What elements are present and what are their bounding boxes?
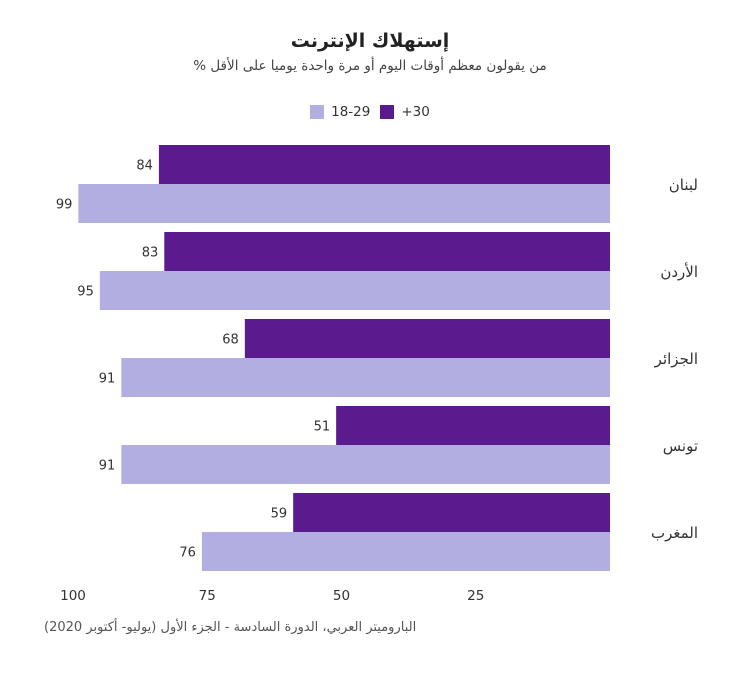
data-label-young-0: 99 — [56, 198, 73, 213]
data-label-young-2: 91 — [99, 372, 116, 387]
bar-older-0 — [158, 145, 611, 184]
source-note: الباروميتر العربي، الدورة السادسة - الجز… — [44, 620, 417, 635]
bar-older-1 — [164, 232, 611, 271]
data-label-young-3: 91 — [99, 459, 116, 474]
chart-subtitle: من يقولون معظم أوقات اليوم أو مرة واحدة … — [193, 58, 547, 74]
x-tick-label-1: 75 — [199, 588, 216, 604]
legend-label-young: 18-29 — [331, 104, 371, 120]
data-label-older-0: 84 — [136, 159, 153, 174]
x-tick-label-0: 100 — [60, 588, 86, 604]
data-label-older-2: 68 — [222, 333, 239, 348]
bar-young-4 — [201, 532, 610, 571]
data-label-young-1: 95 — [77, 285, 94, 300]
category-label-3: تونس — [663, 437, 698, 455]
x-tick-label-2: 50 — [333, 588, 350, 604]
data-label-older-1: 83 — [142, 246, 159, 261]
bar-young-1 — [99, 271, 610, 310]
data-label-older-4: 59 — [271, 507, 288, 522]
bar-older-2 — [244, 319, 610, 358]
category-label-2: الجزائر — [654, 350, 698, 368]
bar-young-3 — [121, 445, 610, 484]
data-label-older-3: 51 — [314, 420, 331, 435]
x-tick-label-3: 25 — [467, 588, 484, 604]
category-label-4: المغرب — [651, 524, 698, 542]
legend-swatch-young — [310, 105, 325, 119]
legend-label-older: +30 — [401, 104, 430, 120]
bar-older-4 — [293, 493, 610, 532]
legend: 18-29 +30 — [0, 104, 740, 120]
bar-young-2 — [121, 358, 610, 397]
bar-older-3 — [336, 406, 610, 445]
legend-swatch-older — [380, 105, 395, 119]
legend-item-young: 18-29 — [310, 104, 370, 120]
category-label-1: الأردن — [660, 262, 698, 281]
bar-young-0 — [78, 184, 611, 223]
chart-title: إستهلاك الإنترنت — [290, 30, 450, 52]
category-label-0: لبنان — [669, 176, 698, 194]
legend-item-older: +30 — [380, 104, 430, 120]
data-label-young-4: 76 — [179, 546, 196, 561]
